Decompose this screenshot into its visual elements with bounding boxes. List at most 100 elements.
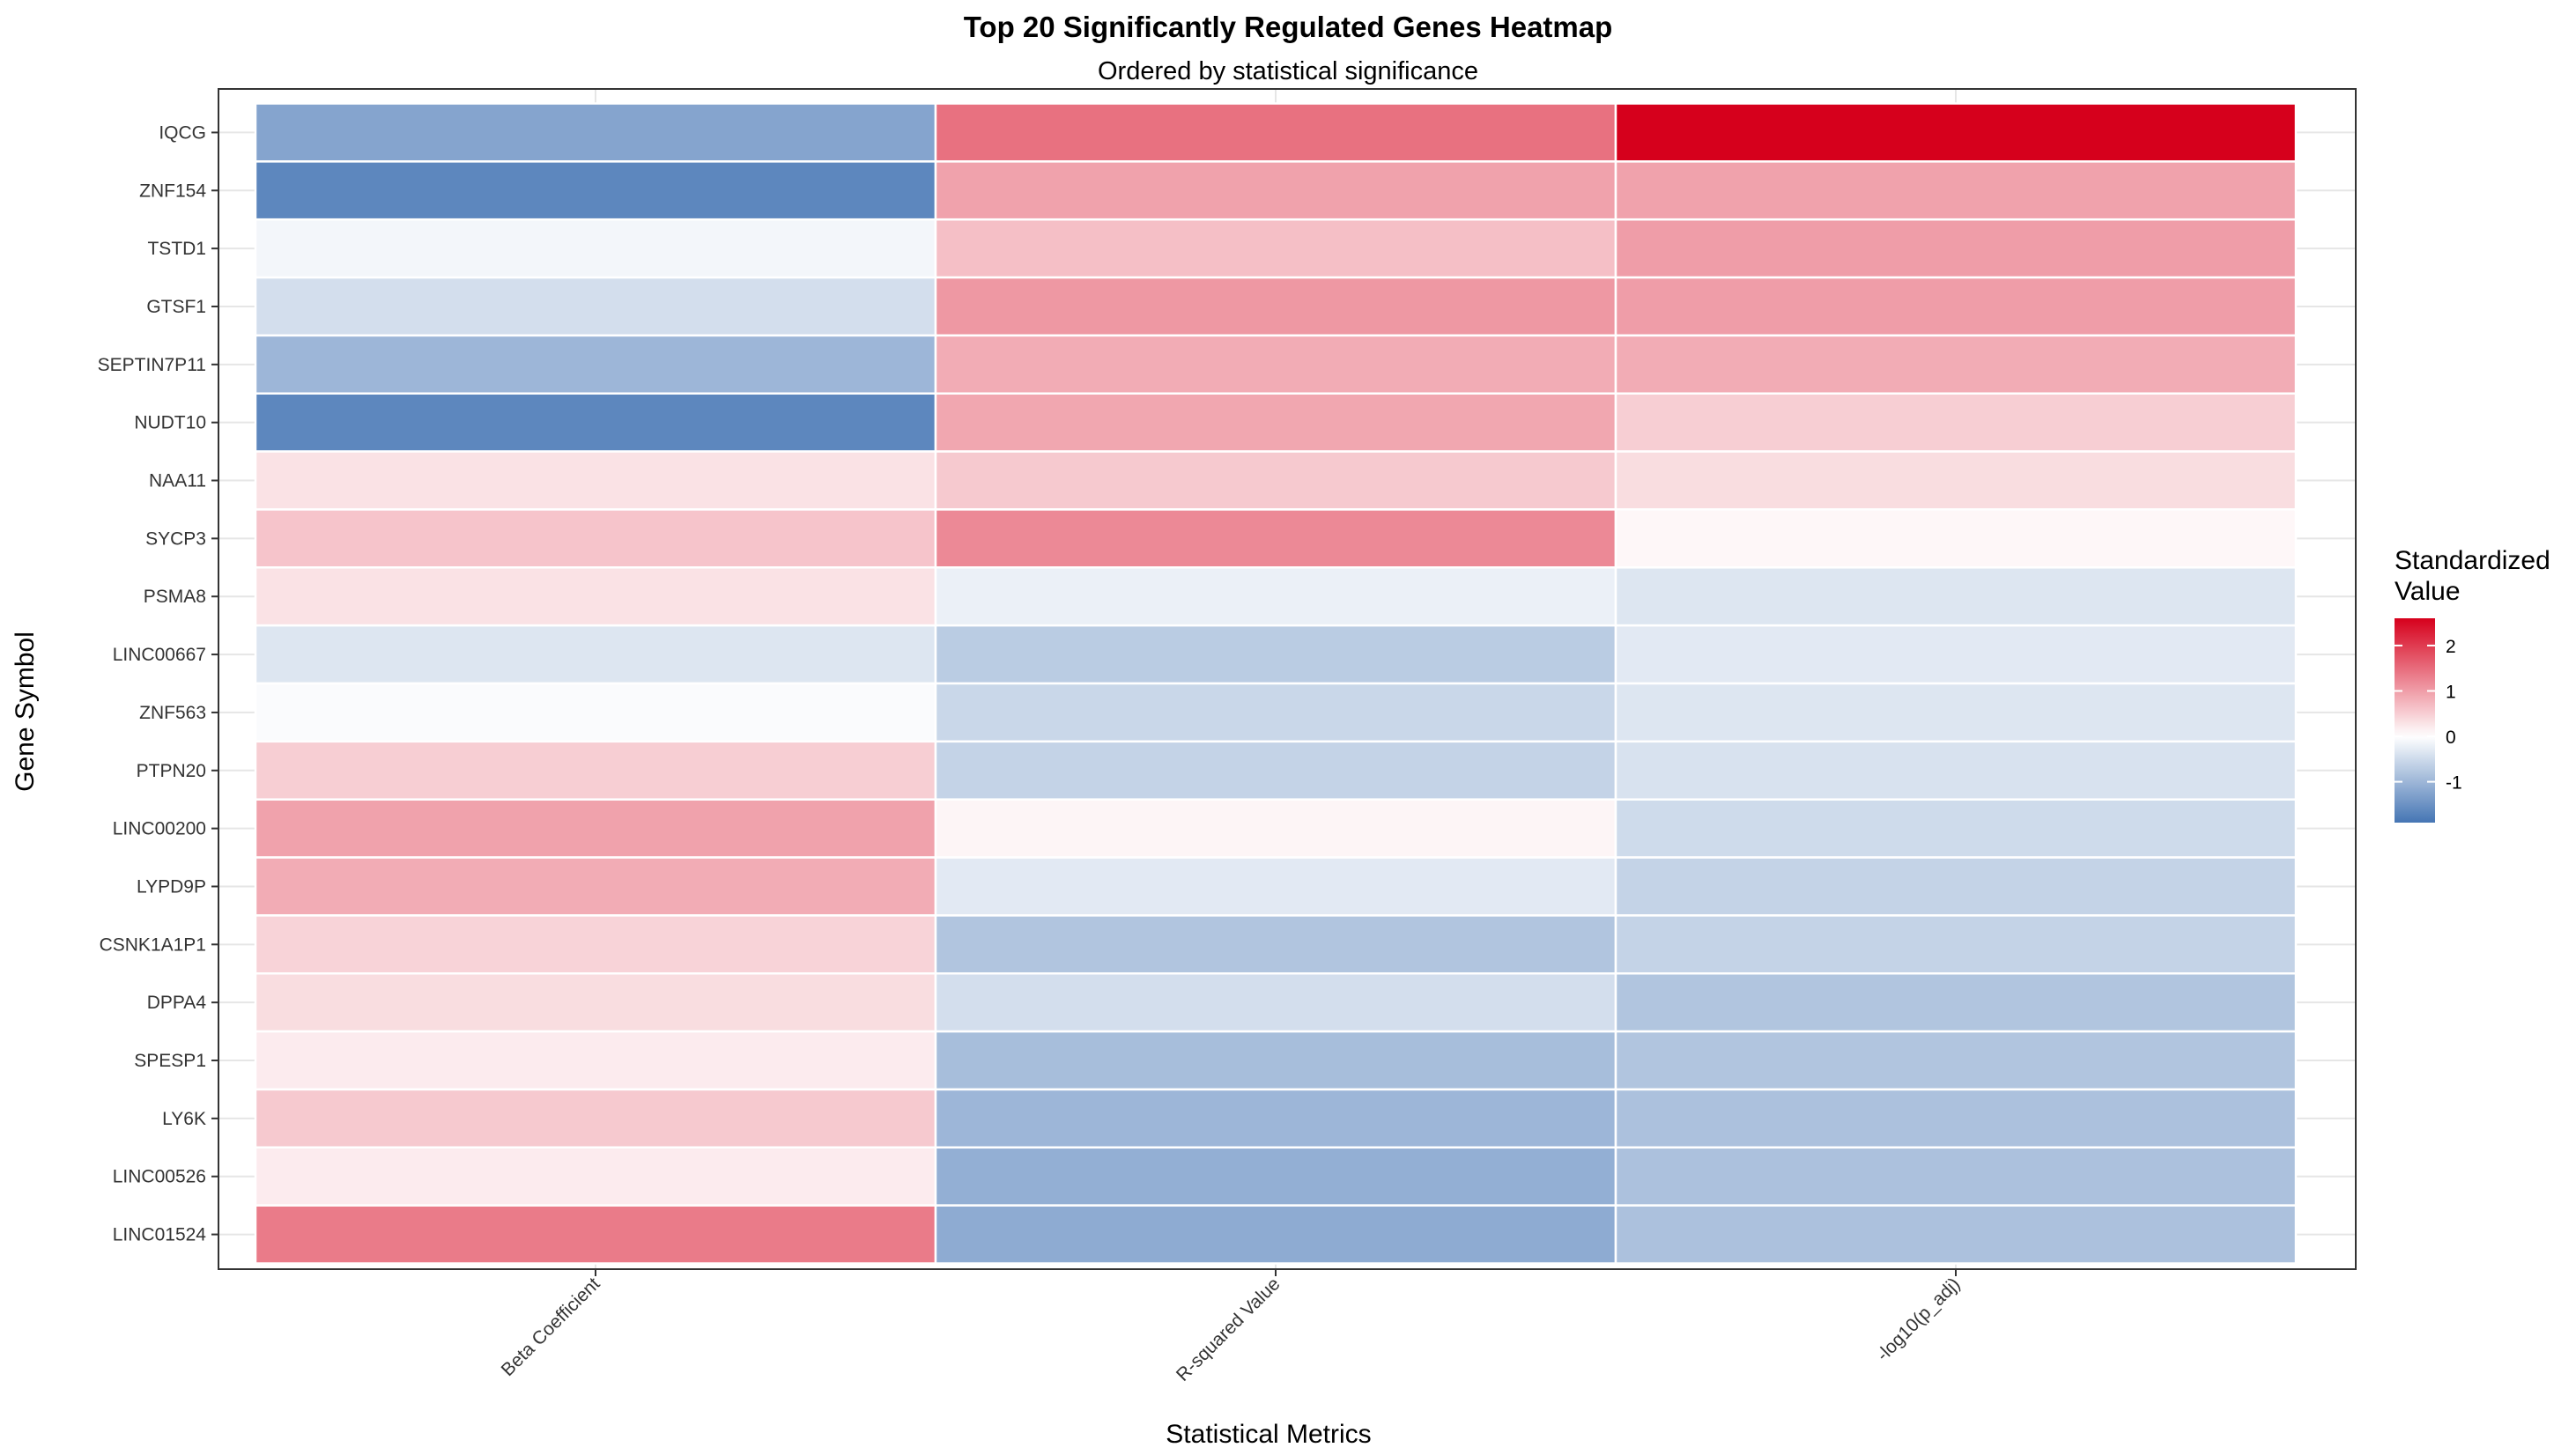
heatmap-cells bbox=[254, 102, 2298, 1265]
chart-title: Top 20 Significantly Regulated Genes Hea… bbox=[964, 11, 1613, 43]
heatmap-cell bbox=[254, 1088, 937, 1149]
heatmap-cell bbox=[934, 798, 1617, 859]
legend-title-line1: Standardized bbox=[2395, 546, 2550, 575]
y-tick-label: GTSF1 bbox=[146, 297, 206, 317]
y-tick-label: TSTD1 bbox=[147, 239, 206, 259]
heatmap-cell bbox=[1614, 160, 2298, 221]
y-tick-label: PSMA8 bbox=[144, 587, 206, 607]
y-tick-label: IQCG bbox=[159, 122, 206, 143]
heatmap-cell bbox=[934, 276, 1617, 337]
heatmap-cell bbox=[934, 566, 1617, 627]
y-tick-label: LYPD9P bbox=[137, 876, 206, 897]
heatmap-cell bbox=[1614, 856, 2298, 917]
heatmap-cell bbox=[934, 1030, 1617, 1091]
x-tick-label: Beta Coefficient bbox=[498, 1274, 604, 1380]
heatmap-cell bbox=[1614, 624, 2298, 685]
heatmap-cell bbox=[254, 334, 937, 395]
heatmap-cell bbox=[934, 508, 1617, 569]
heatmap-cell bbox=[934, 334, 1617, 395]
heatmap-cell bbox=[254, 450, 937, 511]
plot-panel-border bbox=[218, 88, 2357, 1270]
y-tick-label: ZNF154 bbox=[139, 181, 206, 201]
heatmap-cell bbox=[1614, 334, 2298, 395]
heatmap-cell bbox=[1614, 972, 2298, 1033]
heatmap-cell bbox=[934, 450, 1617, 511]
heatmap-cell bbox=[254, 740, 937, 801]
y-tick-label: NAA11 bbox=[149, 471, 206, 491]
heatmap-cell bbox=[934, 624, 1617, 685]
y-tick-label: LINC00667 bbox=[113, 645, 206, 665]
y-tick-label: LY6K bbox=[162, 1109, 206, 1129]
heatmap-cell bbox=[934, 856, 1617, 917]
heatmap-cell bbox=[254, 1204, 937, 1265]
heatmap-cell bbox=[934, 1146, 1617, 1207]
heatmap-cell bbox=[1614, 914, 2298, 975]
heatmap-cell bbox=[1614, 566, 2298, 627]
y-tick-label: SPESP1 bbox=[134, 1051, 206, 1071]
y-tick-label: SYCP3 bbox=[145, 528, 206, 549]
heatmap-cell bbox=[934, 160, 1617, 221]
y-tick-label: DPPA4 bbox=[147, 993, 207, 1013]
heatmap-cell bbox=[1614, 740, 2298, 801]
heatmap-cell bbox=[934, 972, 1617, 1033]
y-tick-label: LINC00200 bbox=[113, 819, 206, 839]
heatmap-cell bbox=[934, 218, 1617, 279]
y-tick-label: NUDT10 bbox=[134, 413, 206, 433]
heatmap-cell bbox=[1614, 1030, 2298, 1091]
x-tick-labels: Beta Coefficient R-squared Value -log10(p_… bbox=[498, 1269, 1965, 1385]
heatmap-cell bbox=[1614, 392, 2298, 453]
x-axis-title: Statistical Metrics bbox=[1166, 1420, 1371, 1449]
y-axis-title: Gene Symbol bbox=[11, 631, 40, 792]
heatmap-cell bbox=[1614, 450, 2298, 511]
heatmap-cell bbox=[934, 682, 1617, 743]
heatmap-cell bbox=[254, 276, 937, 337]
heatmap-cell bbox=[254, 798, 937, 859]
y-tick-labels: IQCG ZNF154 TSTD1 GTSF1 SEPTIN7P11 NUDT10 NAA1… bbox=[98, 122, 218, 1245]
legend-title-line2: Value bbox=[2395, 577, 2461, 606]
heatmap-cell bbox=[934, 1204, 1617, 1265]
heatmap-cell bbox=[254, 508, 937, 569]
x-tick-label: -log10(p_adj) bbox=[1873, 1274, 1965, 1365]
y-tick-label: LINC01524 bbox=[113, 1225, 207, 1245]
y-tick-label: ZNF563 bbox=[139, 703, 206, 723]
heatmap-cell bbox=[1614, 276, 2298, 337]
heatmap-cell bbox=[254, 856, 937, 917]
legend-tick-label: 2 bbox=[2446, 637, 2456, 657]
heatmap-cell bbox=[1614, 102, 2298, 163]
legend-tick-label: -1 bbox=[2446, 773, 2462, 794]
legend-color-bar bbox=[2395, 618, 2435, 823]
chart-subtitle: Ordered by statistical significance bbox=[1098, 57, 1478, 85]
heatmap-cell bbox=[934, 1088, 1617, 1149]
heatmap-cell bbox=[254, 624, 937, 685]
y-tick-label: CSNK1A1P1 bbox=[100, 934, 206, 955]
heatmap-cell bbox=[934, 740, 1617, 801]
heatmap-cell bbox=[254, 1030, 937, 1091]
heatmap-cell bbox=[934, 102, 1617, 163]
color-legend: Standardized Value 2 1 0 -1 bbox=[2395, 546, 2550, 823]
legend-tick-label: 0 bbox=[2446, 728, 2456, 748]
heatmap-cell bbox=[254, 1146, 937, 1207]
heatmap-cell bbox=[1614, 682, 2298, 743]
heatmap-cell bbox=[254, 102, 937, 163]
heatmap-cell bbox=[254, 392, 937, 453]
heatmap-cell bbox=[254, 160, 937, 221]
heatmap-cell bbox=[934, 392, 1617, 453]
heatmap-cell bbox=[1614, 1204, 2298, 1265]
heatmap-cell bbox=[254, 972, 937, 1033]
heatmap-cell bbox=[934, 914, 1617, 975]
y-tick-label: PTPN20 bbox=[137, 761, 206, 781]
heatmap-cell bbox=[1614, 218, 2298, 279]
y-tick-label: LINC00526 bbox=[113, 1167, 206, 1187]
heatmap-cell bbox=[1614, 798, 2298, 859]
heatmap-cell bbox=[1614, 508, 2298, 569]
heatmap-cell bbox=[254, 218, 937, 279]
y-tick-label: SEPTIN7P11 bbox=[98, 355, 206, 375]
heatmap-cell bbox=[254, 914, 937, 975]
heatmap-cell bbox=[1614, 1088, 2298, 1149]
legend-tick-label: 1 bbox=[2446, 682, 2456, 702]
heatmap-cell bbox=[254, 682, 937, 743]
x-tick-label: R-squared Value bbox=[1173, 1274, 1284, 1385]
heatmap-cell bbox=[254, 566, 937, 627]
heatmap-cell bbox=[1614, 1146, 2298, 1207]
